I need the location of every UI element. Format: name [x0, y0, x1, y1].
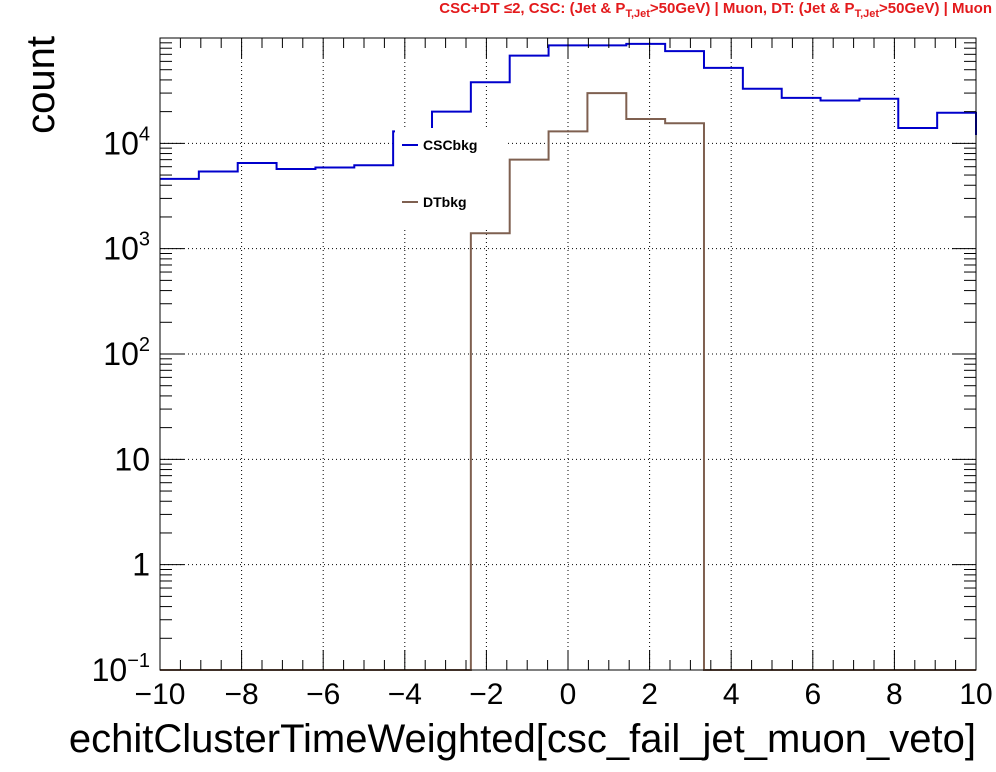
y-tick-label: 103	[103, 229, 150, 267]
x-tick-label: 6	[804, 678, 821, 711]
y-tick-labels: 10−1 1 10 102 103 104	[92, 123, 150, 688]
y-tick-label: 102	[103, 334, 150, 372]
x-tick-label: 10	[959, 678, 992, 711]
x-tick-labels: −10 −8 −6 −4 −2 0 2 4 6 8 10	[135, 678, 993, 711]
series-group	[160, 42, 977, 671]
grid-lines	[160, 38, 976, 670]
y-tick-label: 10	[114, 441, 150, 477]
y-tick-label: 1	[132, 547, 150, 583]
legend-label: DTbkg	[423, 194, 467, 210]
x-tick-label: 0	[560, 678, 577, 711]
x-tick-label: 2	[641, 678, 658, 711]
x-tick-label: −8	[224, 678, 258, 711]
series-dtbkg	[160, 92, 976, 671]
legend-label: CSCbkg	[423, 137, 477, 153]
x-tick-label: 4	[723, 678, 740, 711]
y-tick-label: 104	[103, 123, 150, 161]
chart-title: CSC+DT ≤2, CSC: (Jet & P T,Jet>50GeV) | …	[439, 0, 992, 20]
x-tick-label: 8	[886, 678, 903, 711]
axis-ticks	[159, 38, 977, 671]
x-tick-label: −6	[306, 678, 340, 711]
x-axis-label: echitClusterTimeWeighted[csc_fail_jet_mu…	[69, 717, 976, 761]
x-tick-label: −10	[135, 678, 186, 711]
y-tick-label: 10−1	[92, 650, 150, 688]
legend: CSCbkg DTbkg	[395, 128, 505, 228]
x-tick-label: −4	[388, 678, 422, 711]
y-axis-label: count	[19, 36, 63, 134]
x-tick-label: −2	[469, 678, 503, 711]
